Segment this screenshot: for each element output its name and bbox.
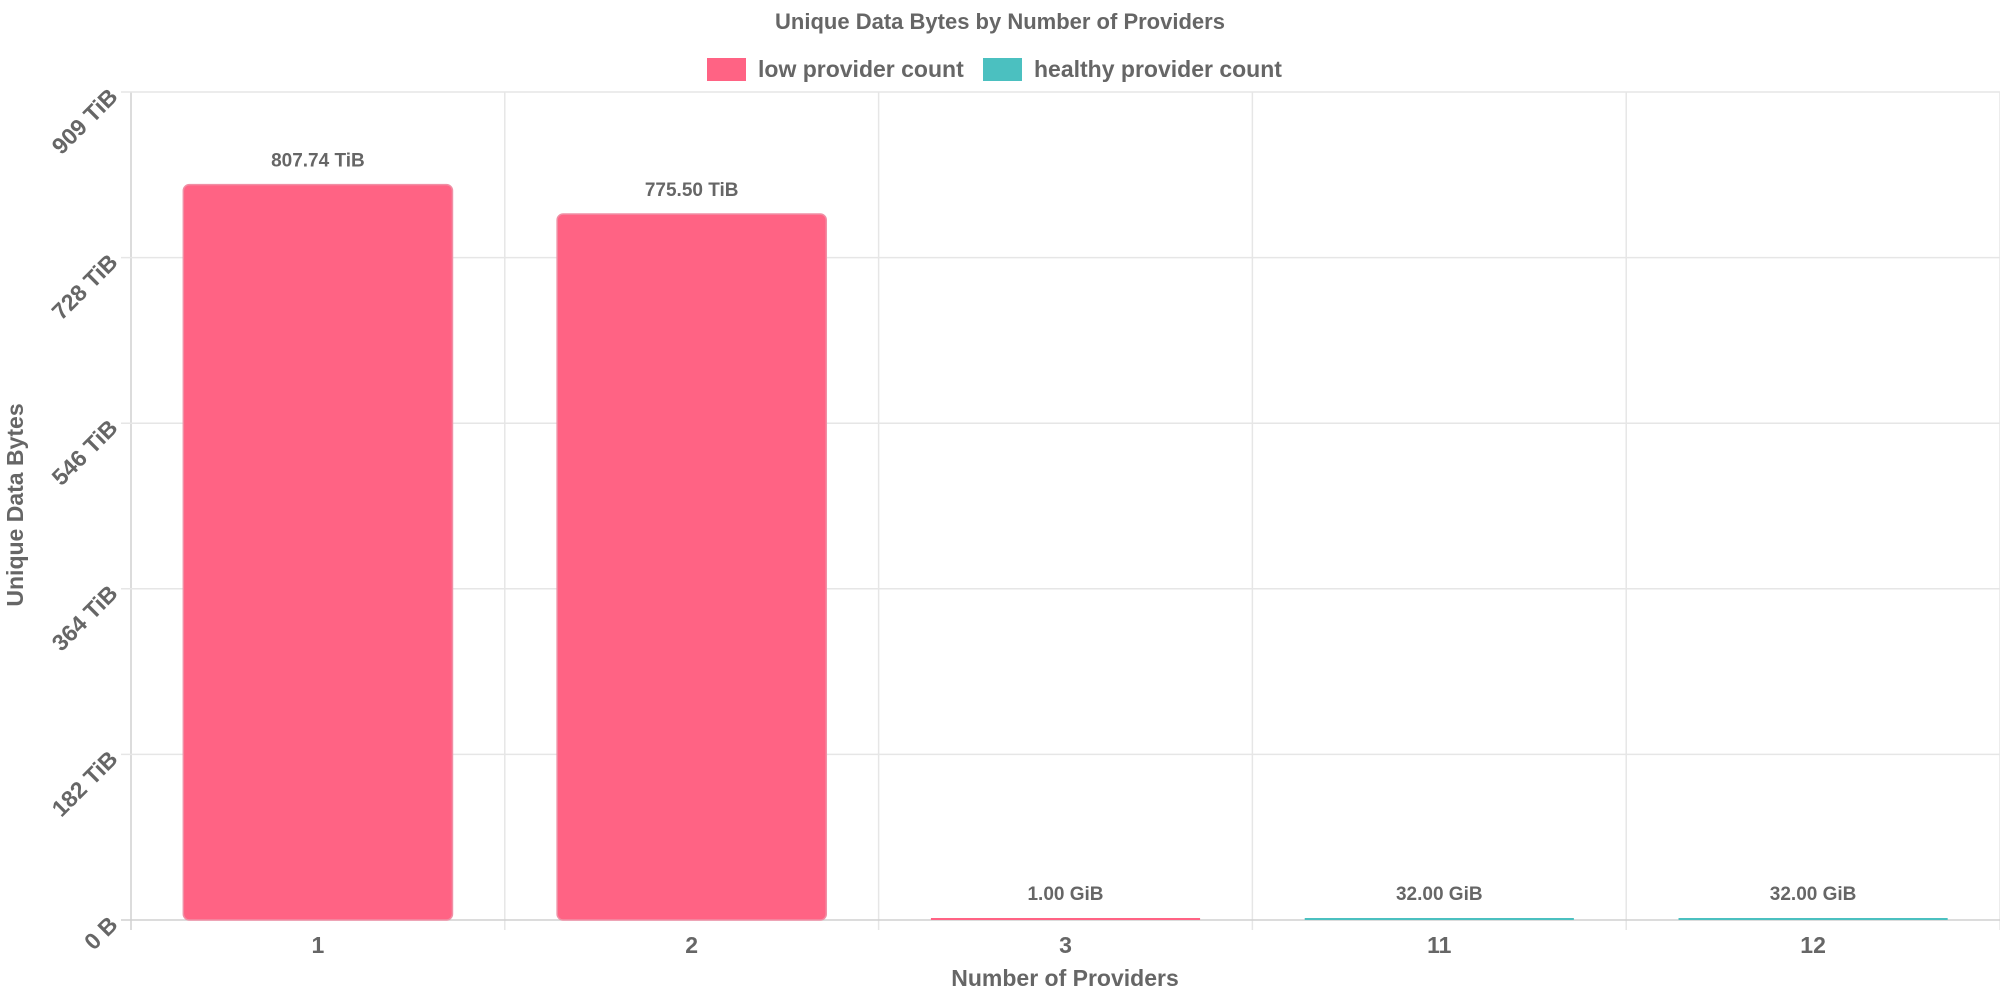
x-tick-label: 2 — [685, 932, 698, 958]
bar-1[interactable] — [182, 183, 454, 921]
data-labels-layer: 807.74 TiB 775.50 TiB 1.00 GiB 32.00 GiB 32.… — [271, 151, 1856, 905]
x-tick-label: 3 — [1059, 932, 1072, 958]
y-tick-label: 364 TiB — [47, 580, 123, 656]
data-label-1: 807.74 TiB — [271, 151, 365, 172]
y-axis-title: Unique Data Bytes — [2, 403, 28, 606]
x-axis-ticks: 1 2 3 11 12 — [312, 932, 1826, 958]
x-axis-title: Number of Providers — [951, 965, 1179, 991]
data-label-11: 32.00 GiB — [1396, 884, 1483, 905]
data-label-3: 1.00 GiB — [1027, 884, 1103, 905]
bar-2[interactable] — [556, 213, 828, 921]
data-label-12: 32.00 GiB — [1770, 884, 1857, 905]
x-tick-label: 11 — [1427, 932, 1452, 958]
y-tick-label: 728 TiB — [47, 249, 123, 325]
y-tick-label: 0 B — [79, 911, 123, 955]
bar-11[interactable] — [1304, 918, 1574, 920]
bars-layer — [182, 183, 1948, 921]
y-tick-label: 546 TiB — [47, 414, 123, 490]
legend-label-healthy-provider-count[interactable]: healthy provider count — [1034, 56, 1282, 82]
y-tick-label: 182 TiB — [47, 746, 123, 822]
bar-12[interactable] — [1678, 918, 1948, 920]
chart-title: Unique Data Bytes by Number of Providers — [775, 9, 1225, 34]
x-tick-label: 1 — [312, 932, 325, 958]
legend-label-low-provider-count[interactable]: low provider count — [758, 56, 964, 82]
x-tick-label: 12 — [1800, 932, 1826, 958]
y-tick-label: 909 TiB — [47, 83, 123, 159]
legend: low provider count healthy provider coun… — [707, 56, 1282, 82]
legend-swatch-low-provider-count[interactable] — [707, 58, 746, 81]
data-label-2: 775.50 TiB — [645, 180, 739, 201]
y-axis-ticks: 0 B 182 TiB 364 TiB 546 TiB 728 TiB 909 TiB — [47, 83, 123, 955]
legend-swatch-healthy-provider-count[interactable] — [983, 58, 1022, 81]
bar-3[interactable] — [930, 918, 1201, 920]
